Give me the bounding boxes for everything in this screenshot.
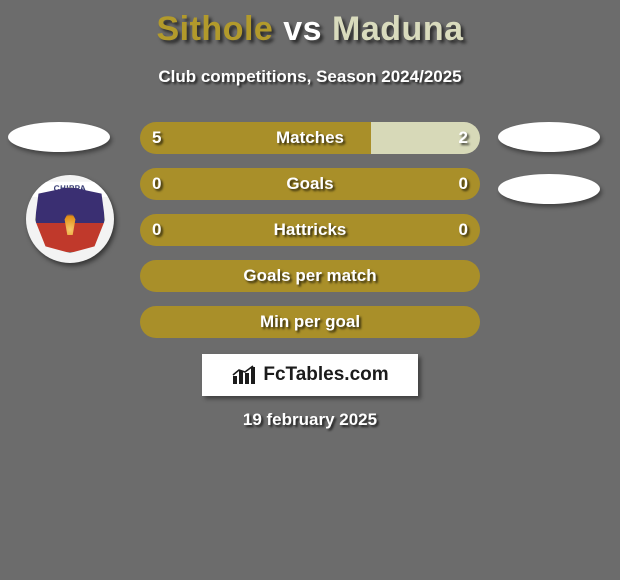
bar-chart-icon [231, 364, 257, 386]
stat-value-left: 5 [152, 122, 161, 154]
stat-value-left: 0 [152, 214, 161, 246]
title-player-right: Maduna [332, 10, 463, 48]
title-player-left: Sithole [156, 10, 273, 48]
club-badge: CHIPPA [26, 175, 114, 263]
stat-row: Matches5 2 [140, 122, 480, 154]
page-title: Sithole vs Maduna [0, 0, 620, 49]
stat-value-right: 2 [459, 122, 468, 154]
stat-row: Hattricks0 0 [140, 214, 480, 246]
player-right-placeholder-oval-1 [498, 122, 600, 152]
date-line: 19 february 2025 [0, 410, 620, 430]
player-right-placeholder-oval-2 [498, 174, 600, 204]
stat-label: Goals [140, 168, 480, 200]
title-vs: vs [273, 10, 332, 48]
stat-label: Goals per match [140, 260, 480, 292]
stat-value-right: 0 [459, 168, 468, 200]
stat-label: Hattricks [140, 214, 480, 246]
stat-row: Goals0 0 [140, 168, 480, 200]
stat-row: Min per goal [140, 306, 480, 338]
stat-row: Goals per match [140, 260, 480, 292]
player-left-placeholder-oval [8, 122, 110, 152]
stat-label: Min per goal [140, 306, 480, 338]
stats-bars: Matches52Goals00Hattricks00Goals per mat… [140, 122, 480, 352]
comparison-infographic: Sithole vs Maduna Club competitions, Sea… [0, 0, 620, 580]
brand-text: FcTables.com [263, 364, 388, 386]
stat-value-left: 0 [152, 168, 161, 200]
brand-box: FcTables.com [202, 354, 418, 396]
subtitle: Club competitions, Season 2024/2025 [0, 67, 620, 87]
stat-label: Matches [140, 122, 480, 154]
club-badge-graphic: CHIPPA [35, 181, 105, 257]
stat-value-right: 0 [459, 214, 468, 246]
